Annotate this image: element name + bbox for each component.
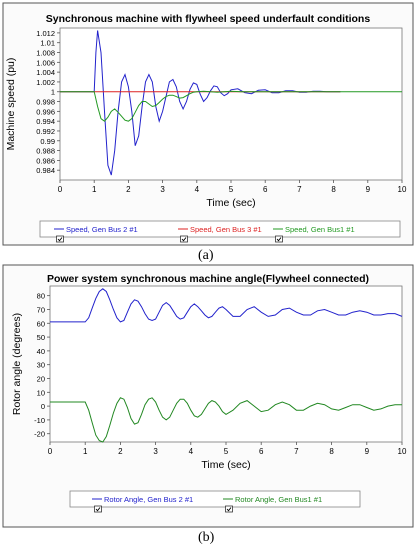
- x-tick-label: 3: [153, 447, 158, 456]
- figure-label-b: (b): [198, 530, 215, 545]
- x-tick-label: 2: [118, 447, 123, 456]
- y-tick-label: 1.004: [36, 68, 55, 77]
- x-tick-label: 9: [365, 447, 370, 456]
- x-tick-label: 0: [58, 185, 63, 194]
- chart-panel-b: Power system synchronous machine angle(F…: [0, 262, 416, 532]
- y-tick-label: 0.986: [36, 156, 55, 165]
- x-tick-label: 2: [126, 185, 131, 194]
- y-tick-label: 0.992: [36, 127, 55, 136]
- y-tick-label: -10: [34, 416, 45, 425]
- figure-label-a: (a): [198, 248, 214, 263]
- x-tick-label: 10: [398, 185, 407, 194]
- y-tick-label: 1.012: [36, 29, 55, 38]
- y-tick-label: 0.988: [36, 147, 55, 156]
- y-tick-label: 0.998: [36, 98, 55, 107]
- chart-title: Power system synchronous machine angle(F…: [47, 273, 369, 285]
- legend-entry-3: Speed, Gen Bus1 #1: [285, 225, 355, 234]
- y-tick-label: 0.99: [40, 137, 55, 146]
- x-tick-label: 5: [229, 185, 234, 194]
- y-tick-label: 50: [37, 333, 45, 342]
- series-line-1: [50, 288, 403, 323]
- y-tick-label: 60: [37, 319, 45, 328]
- y-tick-label: 0.984: [36, 166, 55, 175]
- y-axis-label: Rotor angle (degrees): [11, 313, 23, 415]
- y-tick-label: 40: [37, 347, 45, 356]
- chart-panel-a: Synchronous machine with flywheel speed …: [0, 0, 416, 254]
- y-tick-label: 0.996: [36, 107, 55, 116]
- y-tick-label: 70: [37, 305, 45, 314]
- y-tick-label: 1.002: [36, 78, 55, 87]
- legend-entry-2: Rotor Angle, Gen Bus1 #1: [235, 495, 322, 504]
- y-tick-label: 80: [37, 292, 45, 301]
- x-tick-label: 6: [263, 185, 268, 194]
- y-tick-label: 1.01: [40, 39, 55, 48]
- legend-box: [39, 220, 401, 238]
- check-icon: [226, 507, 232, 512]
- check-icon: [276, 237, 282, 242]
- y-tick-label: 10: [37, 388, 45, 397]
- y-tick-label: 0: [41, 402, 45, 411]
- y-tick-label: 1: [51, 88, 55, 97]
- x-tick-label: 8: [329, 447, 334, 456]
- chart-a: Synchronous machine with flywheel speed …: [2, 2, 414, 246]
- legend-box: [69, 490, 361, 508]
- x-tick-label: 7: [297, 185, 302, 194]
- series-line-2: [50, 397, 402, 443]
- y-tick-label: 0.994: [36, 117, 55, 126]
- legend-checkbox-1: [56, 235, 64, 243]
- x-tick-label: 10: [398, 447, 407, 456]
- plot-area: [59, 27, 403, 181]
- x-tick-label: 3: [160, 185, 165, 194]
- y-tick-label: 20: [37, 374, 45, 383]
- y-tick-label: 30: [37, 361, 45, 370]
- x-tick-label: 4: [189, 447, 194, 456]
- series-line-3: [60, 90, 402, 122]
- y-axis-label: Machine speed (pu): [5, 58, 17, 151]
- chart-title: Synchronous machine with flywheel speed …: [46, 13, 371, 25]
- x-tick-label: 6: [259, 447, 264, 456]
- y-tick-label: 1.006: [36, 58, 55, 67]
- x-tick-label: 5: [224, 447, 229, 456]
- legend-entry-1: Speed, Gen Bus 2 #1: [66, 225, 138, 234]
- check-icon: [57, 237, 63, 242]
- x-tick-label: 7: [294, 447, 299, 456]
- x-tick-label: 1: [92, 185, 97, 194]
- legend-checkbox-2: [225, 505, 233, 513]
- x-tick-label: 1: [83, 447, 88, 456]
- x-axis-label: Time (sec): [201, 459, 250, 471]
- x-axis-label: Time (sec): [206, 197, 255, 209]
- plot-area: [49, 285, 403, 443]
- check-icon: [181, 237, 187, 242]
- chart-b: Power system synchronous machine angle(F…: [2, 264, 414, 528]
- x-tick-label: 9: [366, 185, 371, 194]
- legend-entry-1: Rotor Angle, Gen Bus 2 #1: [104, 495, 193, 504]
- legend-checkbox-3: [275, 235, 283, 243]
- y-tick-label: 1.008: [36, 49, 55, 58]
- legend-checkbox-2: [180, 235, 188, 243]
- x-tick-label: 0: [48, 447, 53, 456]
- legend-entry-2: Speed, Gen Bus 3 #1: [190, 225, 262, 234]
- x-tick-label: 8: [331, 185, 336, 194]
- legend-checkbox-1: [94, 505, 102, 513]
- y-tick-label: -20: [34, 430, 45, 439]
- x-tick-label: 4: [195, 185, 200, 194]
- check-icon: [95, 507, 101, 512]
